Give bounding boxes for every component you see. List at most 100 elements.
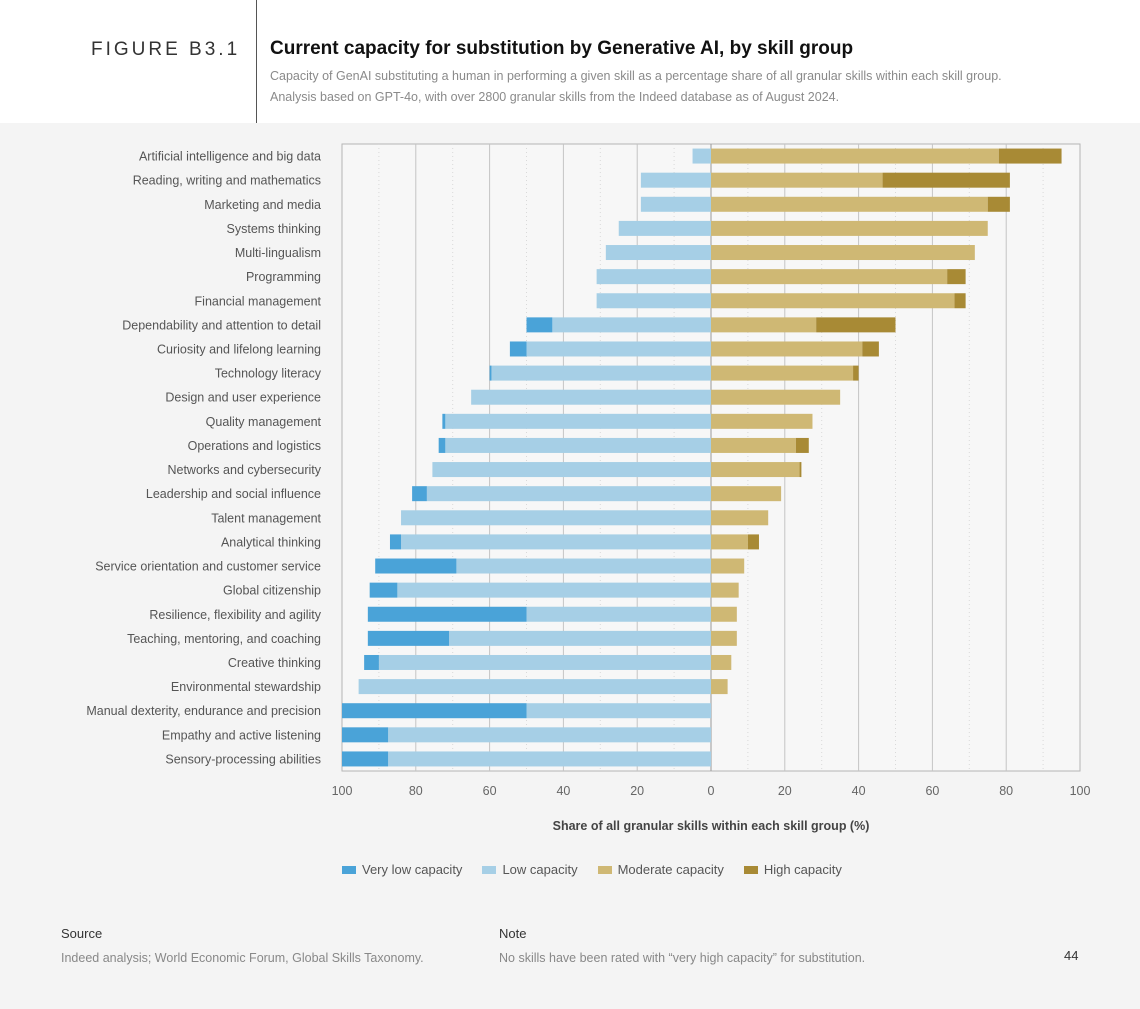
bar-very-low-capacity xyxy=(375,558,457,574)
legend-label-high: High capacity xyxy=(763,862,842,877)
figure-header: FIGURE B3.1 Current capacity for substit… xyxy=(0,0,1140,123)
category-label: Leadership and social influence xyxy=(146,487,321,501)
category-label: Dependability and attention to detail xyxy=(122,318,321,332)
category-label: Creative thinking xyxy=(228,656,321,670)
bar-low-capacity xyxy=(456,558,711,574)
category-label: Service orientation and customer service xyxy=(95,560,321,574)
bar-moderate-capacity xyxy=(711,220,988,236)
category-label: Operations and logistics xyxy=(188,439,321,453)
bar-moderate-capacity xyxy=(711,365,854,381)
bar-low-capacity xyxy=(526,703,711,719)
bar-very-low-capacity xyxy=(438,437,446,453)
category-label: Resilience, flexibility and agility xyxy=(149,608,321,622)
chart-legend: Very low capacity Low capacity Moderate … xyxy=(342,862,842,877)
bar-low-capacity xyxy=(449,630,711,646)
category-label: Programming xyxy=(246,270,321,284)
bar-very-low-capacity xyxy=(526,317,553,333)
x-tick-label: 20 xyxy=(630,784,644,798)
legend-item-low: Low capacity xyxy=(482,862,578,877)
bar-low-capacity xyxy=(401,534,711,550)
legend-item-very-low: Very low capacity xyxy=(342,862,462,877)
header-divider xyxy=(256,0,257,123)
bar-low-capacity xyxy=(432,462,711,478)
category-label: Design and user experience xyxy=(165,391,321,405)
bar-high-capacity xyxy=(998,148,1062,164)
bar-low-capacity xyxy=(640,196,711,212)
bar-low-capacity xyxy=(526,606,711,622)
x-tick-label: 60 xyxy=(925,784,939,798)
bar-low-capacity xyxy=(388,751,711,767)
bar-very-low-capacity xyxy=(489,365,492,381)
bar-high-capacity xyxy=(816,317,896,333)
bar-very-low-capacity xyxy=(342,727,389,743)
bar-very-low-capacity xyxy=(442,413,446,429)
page-number: 44 xyxy=(1064,948,1079,963)
category-label: Teaching, mentoring, and coaching xyxy=(127,632,321,646)
bar-moderate-capacity xyxy=(711,558,745,574)
bar-moderate-capacity xyxy=(711,510,769,526)
category-label: Manual dexterity, endurance and precisio… xyxy=(86,704,321,718)
source-text: Indeed analysis; World Economic Forum, G… xyxy=(61,951,424,965)
bar-moderate-capacity xyxy=(711,148,999,164)
x-axis-label: Share of all granular skills within each… xyxy=(553,819,870,833)
bar-very-low-capacity xyxy=(389,534,402,550)
bar-very-low-capacity xyxy=(369,582,398,598)
bar-low-capacity xyxy=(445,437,711,453)
bar-moderate-capacity xyxy=(711,196,988,212)
bar-low-capacity xyxy=(471,389,711,405)
legend-swatch-low xyxy=(482,865,497,874)
note-heading: Note xyxy=(499,926,527,941)
x-tick-label: 100 xyxy=(1070,784,1091,798)
bar-high-capacity xyxy=(947,269,966,285)
category-label: Talent management xyxy=(211,511,321,525)
category-label: Technology literacy xyxy=(215,367,322,381)
bar-very-low-capacity xyxy=(342,703,527,719)
bar-moderate-capacity xyxy=(711,389,841,405)
bar-low-capacity xyxy=(397,582,711,598)
subtitle-line-1: Capacity of GenAI substituting a human i… xyxy=(270,69,1002,83)
bar-low-capacity xyxy=(358,679,711,695)
x-tick-label: 0 xyxy=(708,784,715,798)
bar-very-low-capacity xyxy=(364,654,379,670)
bar-moderate-capacity xyxy=(711,437,796,453)
bar-moderate-capacity xyxy=(711,317,817,333)
legend-label-moderate: Moderate capacity xyxy=(617,862,724,877)
bar-moderate-capacity xyxy=(711,679,728,695)
bar-low-capacity xyxy=(618,220,711,236)
bar-moderate-capacity xyxy=(711,245,975,261)
bar-high-capacity xyxy=(747,534,759,550)
bar-low-capacity xyxy=(596,293,711,309)
bar-very-low-capacity xyxy=(412,486,427,502)
x-tick-label: 100 xyxy=(332,784,353,798)
subtitle-line-2: Analysis based on GPT-4o, with over 2800… xyxy=(270,90,840,104)
category-label: Reading, writing and mathematics xyxy=(133,174,321,188)
bar-very-low-capacity xyxy=(342,751,389,767)
bar-low-capacity xyxy=(401,510,711,526)
bar-moderate-capacity xyxy=(711,413,813,429)
bar-low-capacity xyxy=(640,172,711,188)
bar-high-capacity xyxy=(862,341,879,357)
bar-high-capacity xyxy=(882,172,1010,188)
bar-moderate-capacity xyxy=(711,534,748,550)
legend-label-low: Low capacity xyxy=(502,862,578,877)
bar-high-capacity xyxy=(954,293,966,309)
bar-high-capacity xyxy=(987,196,1010,212)
bar-low-capacity xyxy=(445,413,711,429)
bar-high-capacity xyxy=(799,462,802,478)
category-label: Empathy and active listening xyxy=(162,728,321,742)
bar-low-capacity xyxy=(378,654,711,670)
bar-very-low-capacity xyxy=(367,630,450,646)
x-tick-label: 80 xyxy=(999,784,1013,798)
bar-low-capacity xyxy=(605,245,711,261)
bar-moderate-capacity xyxy=(711,341,863,357)
bar-moderate-capacity xyxy=(711,486,782,502)
legend-swatch-very-low xyxy=(342,865,356,874)
category-label: Artificial intelligence and big data xyxy=(139,150,321,164)
legend-swatch-moderate xyxy=(597,865,612,874)
bar-low-capacity xyxy=(426,486,711,502)
x-tick-label: 40 xyxy=(852,784,866,798)
bar-high-capacity xyxy=(853,365,859,381)
category-label: Multi-lingualism xyxy=(235,246,321,260)
bar-low-capacity xyxy=(552,317,711,333)
bar-low-capacity xyxy=(491,365,711,381)
